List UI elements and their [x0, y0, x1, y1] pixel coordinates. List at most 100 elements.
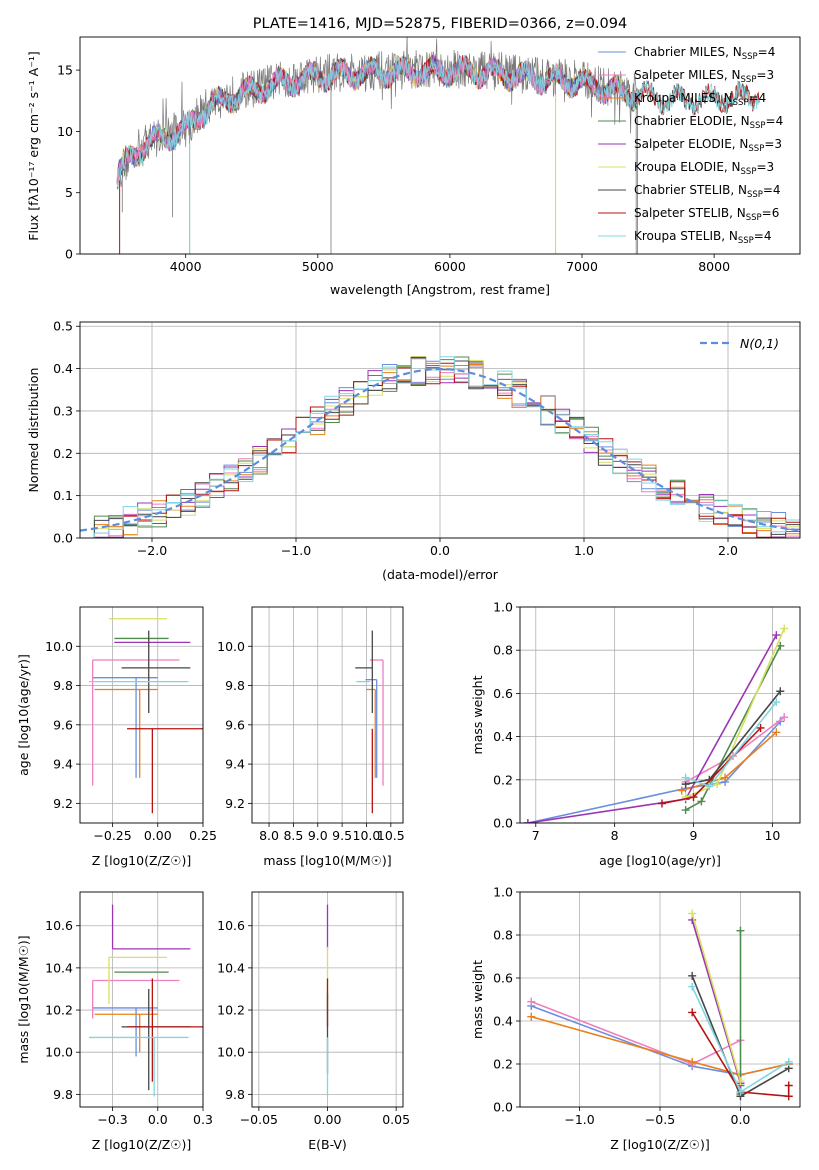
errorbar-point [89, 1036, 189, 1097]
x-axis-label: E(B-V) [308, 1137, 347, 1152]
observed-spectrum [116, 37, 638, 190]
weight-line [527, 634, 778, 823]
y-tick-label: 0.1 [53, 488, 73, 503]
grid [80, 607, 204, 823]
y-tick-label: 9.4 [53, 757, 73, 772]
weight-marker [721, 773, 730, 782]
x-tick-label: 0.25 [189, 828, 217, 843]
panel-6: −0.3 0.0 0.3 9.8 10.0 10.2 10.4 10.6 Z [log10(Z/… [16, 891, 213, 1152]
plot-area [523, 624, 789, 823]
errorbar-point [127, 978, 203, 1082]
x-tick-label: 10.5 [377, 828, 405, 843]
errorbar-point [92, 677, 158, 778]
y-axis-label: mass weight [470, 675, 485, 754]
weight-marker [523, 819, 532, 823]
errorbar-point [111, 904, 191, 950]
legend-label: Salpeter MILES, NSSP=3 [634, 68, 774, 85]
weight-line [691, 913, 742, 1082]
y-tick-label: 0.2 [53, 446, 73, 461]
weight-marker [784, 1081, 793, 1090]
plot-area [89, 904, 203, 1097]
grid [80, 892, 204, 1107]
residual-histogram [80, 357, 800, 538]
plot-area [527, 909, 793, 1101]
weight-marker [772, 728, 781, 737]
y-tick-label: 5 [65, 185, 73, 200]
x-tick-label: 0.00 [314, 1112, 342, 1127]
y-tick-label: 0.0 [493, 1100, 513, 1115]
x-tick-label: 0.0 [148, 1112, 168, 1127]
weight-marker [689, 793, 698, 802]
weight-marker [681, 773, 690, 782]
panel-8: −1.0 −0.5 0.0 0.0 0.2 0.4 0.6 0.8 1.0 Z [log10(Z/… [470, 885, 801, 1152]
y-tick-label: 0.0 [53, 531, 73, 546]
axes-frame-group: −1.0 −0.5 0.0 0.0 0.2 0.4 0.6 0.8 1.0 [493, 885, 801, 1127]
legend-label: Kroupa STELIB, NSSP=4 [634, 229, 772, 246]
y-tick-label: 10.2 [45, 1003, 73, 1018]
errorbar-point [108, 956, 167, 1004]
legend-label: Chabrier ELODIE, NSSP=4 [634, 114, 783, 131]
plot-area [89, 618, 203, 814]
x-tick-label: 1.0 [574, 543, 594, 558]
legend-label: Kroupa MILES, NSSP=4 [634, 91, 766, 108]
x-tick-label: −1.0 [281, 543, 311, 558]
panel-7: −0.05 0.00 0.05 9.8 10.0 10.2 10.4 10.6 E(B-V) [217, 891, 410, 1152]
y-tick-label: 0.8 [493, 928, 513, 943]
legend-label: Salpeter STELIB, NSSP=6 [634, 206, 779, 223]
weight-marker [736, 1077, 745, 1086]
errorbar-point [121, 988, 191, 1091]
x-tick-label: 9.5 [332, 828, 352, 843]
y-tick-label: 9.2 [53, 796, 73, 811]
axes-frame [251, 891, 404, 1108]
y-tick-label: 9.8 [225, 678, 245, 693]
panel-3: −0.25 0.00 0.25 9.2 9.4 9.6 9.8 10.0 Z [log10(Z/… [16, 606, 217, 868]
errorbar-point [94, 688, 158, 778]
x-tick-label: −0.05 [240, 1112, 278, 1127]
weight-marker [681, 793, 690, 802]
x-tick-label: 8000 [698, 259, 730, 274]
y-tick-label: 0.2 [493, 1057, 513, 1072]
legend-label: Chabrier STELIB, NSSP=4 [634, 183, 781, 200]
y-tick-label: 10.0 [45, 1045, 73, 1060]
weight-marker [688, 971, 697, 980]
y-tick-label: 10.0 [217, 639, 245, 654]
axes-frame-group: −0.3 0.0 0.3 9.8 10.0 10.2 10.4 10.6 [45, 891, 213, 1127]
x-tick-label: 8.0 [259, 828, 279, 843]
panel-4: 8.0 8.5 9.0 9.5 10.010.59.29.49.69.810.0mass… [217, 606, 405, 868]
errorbar-point [121, 630, 191, 714]
x-tick-label: −0.3 [97, 1112, 127, 1127]
x-axis-label: Z [log10(Z/Z☉)] [92, 1137, 192, 1152]
axes-frame [79, 321, 801, 539]
axes-frame-group: −0.25 0.00 0.25 9.2 9.4 9.6 9.8 10.0 [45, 606, 217, 843]
y-axis-label: mass weight [470, 960, 485, 1039]
weight-marker [780, 713, 789, 722]
x-tick-label: 0.0 [731, 1112, 751, 1127]
y-axis-label: mass [log10(M/M☉)] [16, 935, 31, 1063]
weight-marker [705, 782, 714, 791]
weight-marker [772, 631, 781, 640]
y-tick-label: 10.2 [217, 1003, 245, 1018]
grid [520, 606, 800, 824]
y-tick-label: 1.0 [493, 885, 513, 900]
errorbar-point [92, 979, 180, 1019]
axes-frame-group: 4000 5000 6000 7000 8000 0 5 10 15 [57, 36, 801, 274]
y-tick-label: 0.3 [53, 403, 73, 418]
residual-histogram [80, 356, 800, 538]
x-axis-label: Z [log10(Z/Z☉)] [92, 853, 192, 868]
y-tick-label: 10 [57, 124, 73, 139]
axes-frame [79, 891, 204, 1108]
x-tick-label: 2.0 [718, 543, 738, 558]
weight-line [691, 1011, 790, 1098]
errorbar-point [127, 728, 203, 814]
weight-marker [527, 997, 536, 1006]
x-axis-label: (data-model)/error [382, 567, 499, 582]
y-tick-label: 10.0 [217, 1045, 245, 1060]
weight-marker [776, 687, 785, 696]
y-tick-label: 9.6 [53, 717, 73, 732]
panel-1: 4000 5000 6000 7000 8000 0 5 10 15 Chabrier MILES… [26, 16, 801, 297]
y-tick-label: 9.6 [225, 717, 245, 732]
x-tick-label: 4000 [170, 259, 202, 274]
x-tick-label: 0.00 [144, 828, 172, 843]
grid [252, 607, 403, 823]
